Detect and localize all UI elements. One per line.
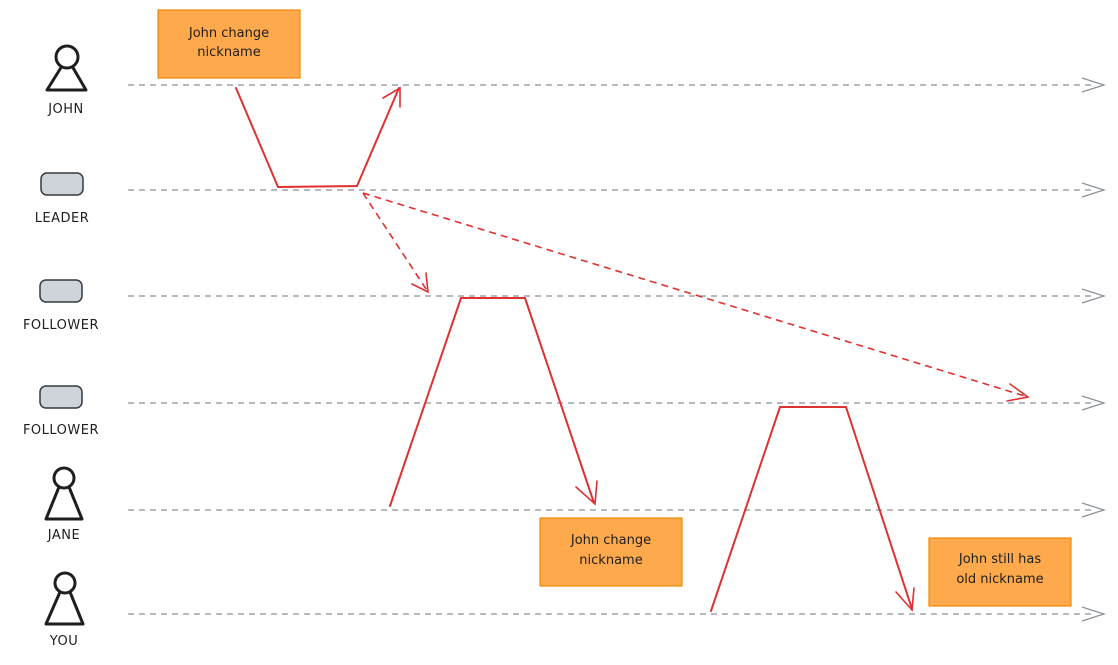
- person-icon: [44, 571, 85, 626]
- note-line: John change: [570, 533, 651, 548]
- actor-jane: JANE: [44, 466, 84, 543]
- actor-you: YOU: [44, 571, 85, 649]
- actor-label-jane: JANE: [47, 528, 80, 543]
- note-john-change: John change nickname: [157, 9, 301, 79]
- note-line: nickname: [197, 45, 260, 60]
- person-icon: [45, 44, 88, 92]
- server-icon: [39, 385, 83, 409]
- server-icon: [40, 172, 84, 196]
- timelines: [128, 77, 1106, 622]
- actor-label-john: JOHN: [47, 102, 84, 117]
- actor-label-follower-2: FOLLOWER: [23, 423, 99, 438]
- timeline-john: [128, 77, 1106, 93]
- read-flow-jane: [389, 297, 598, 507]
- actor-label-leader: LEADER: [35, 211, 90, 226]
- note-line: John still has: [958, 552, 1041, 567]
- timeline-jane: [128, 502, 1106, 518]
- arrowhead-icon: [1006, 383, 1030, 402]
- timeline-follower-2: [128, 395, 1106, 411]
- note-you-view: John still has old nickname: [928, 537, 1072, 607]
- person-icon: [44, 466, 84, 521]
- note-line: nickname: [579, 553, 642, 568]
- replication-flow-follower-2: [362, 192, 1030, 402]
- replication-flow-follower-1: [362, 192, 429, 294]
- note-line: old nickname: [956, 572, 1043, 587]
- note-line: John change: [188, 26, 269, 41]
- actor-follower-2: FOLLOWER: [23, 385, 99, 438]
- arrowhead-icon: [895, 587, 915, 612]
- arrowhead-icon: [575, 480, 598, 506]
- arrowhead-icon: [382, 86, 401, 108]
- write-flow: [235, 86, 401, 188]
- actor-label-follower-1: FOLLOWER: [23, 318, 99, 333]
- server-icon: [39, 279, 83, 303]
- read-flow-you: [710, 406, 915, 612]
- actor-follower-1: FOLLOWER: [23, 279, 99, 333]
- actor-label-you: YOU: [49, 634, 78, 649]
- note-jane-view: John change nickname: [539, 517, 683, 587]
- timeline-leader: [128, 182, 1106, 198]
- timeline-you: [128, 606, 1106, 622]
- timeline-follower-1: [128, 288, 1106, 304]
- actor-john: JOHN: [45, 44, 88, 117]
- arrowhead-icon: [411, 272, 429, 294]
- actor-leader: LEADER: [35, 172, 90, 226]
